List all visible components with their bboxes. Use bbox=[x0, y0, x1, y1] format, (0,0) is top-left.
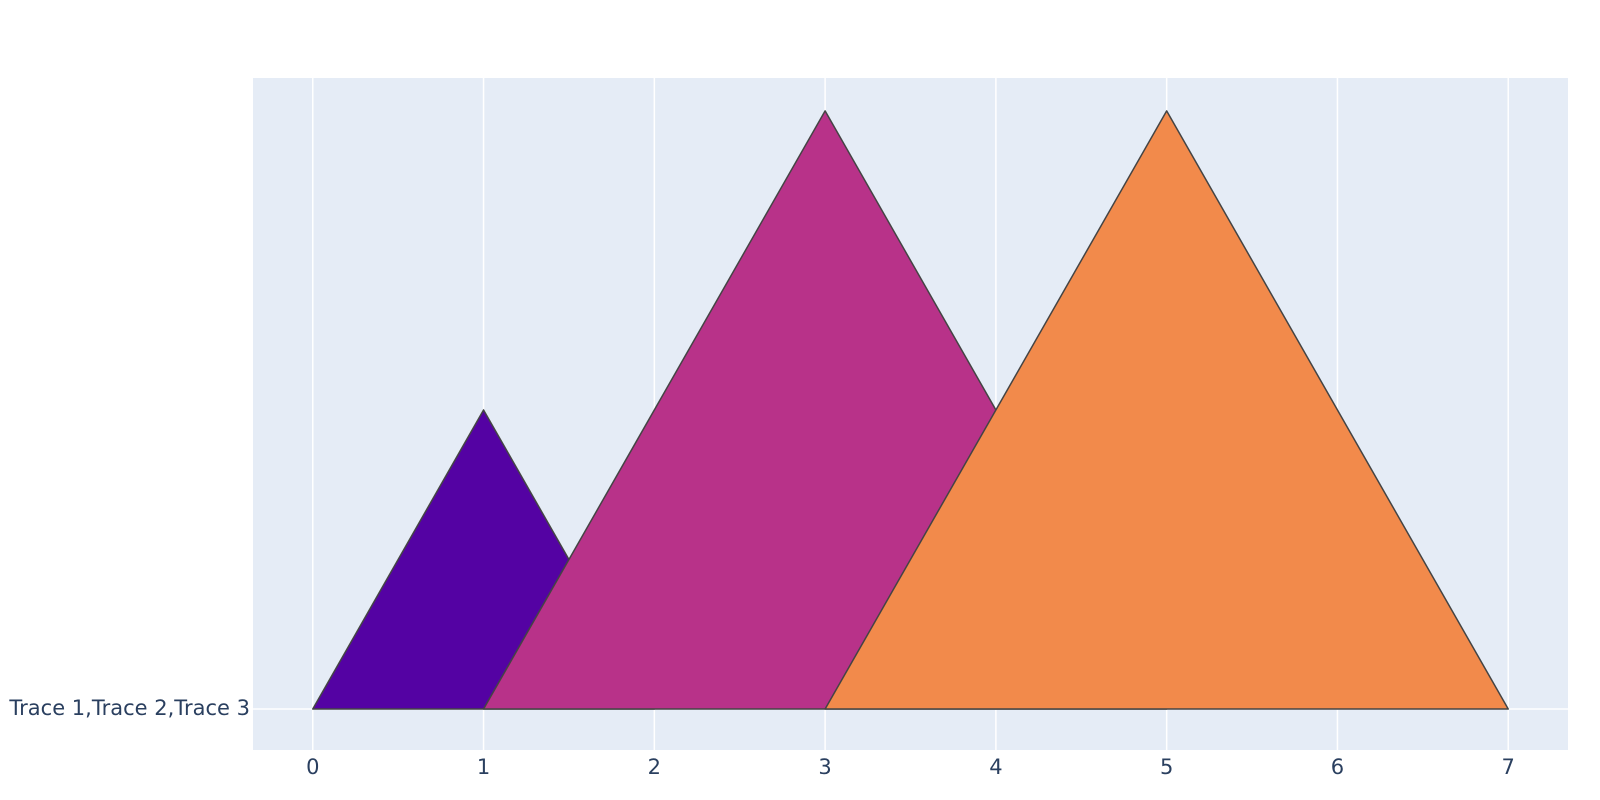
x-tick-label: 6 bbox=[1331, 755, 1344, 779]
x-tick-label: 7 bbox=[1502, 755, 1515, 779]
x-tick-label: 1 bbox=[477, 755, 490, 779]
x-tick-label: 4 bbox=[989, 755, 1002, 779]
y-tick-label: Trace 1,Trace 2,Trace 3 bbox=[8, 696, 250, 720]
x-tick-label: 0 bbox=[306, 755, 319, 779]
x-tick-label: 5 bbox=[1160, 755, 1173, 779]
x-tick-label: 2 bbox=[648, 755, 661, 779]
area bbox=[824, 110, 1509, 710]
x-tick-label: 3 bbox=[818, 755, 831, 779]
